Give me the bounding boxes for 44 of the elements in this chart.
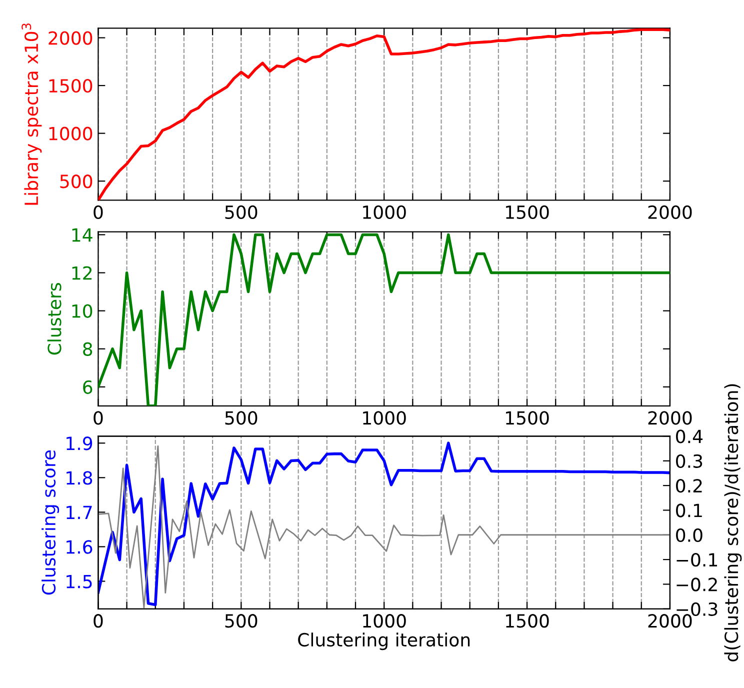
y-axis-title: Clusters [47,283,62,355]
y-tick-label: 1.9 [66,436,92,450]
x-tick-label: 2000 [648,205,692,220]
x-tick-label: 500 [225,614,258,628]
y2-tick-label: 0.3 [676,454,702,468]
x-tick-label: 2000 [648,411,692,425]
x-tick-label: 1500 [506,614,549,628]
y-tick-label: 2000 [48,31,92,45]
y2-tick-label: 0.4 [676,430,703,444]
y-tick-label: 1000 [49,126,92,140]
y-axis-title: Library spectra x10$^{3}$ [22,24,42,205]
y-tick-label: 6 [83,380,92,394]
x-tick-label: 500 [225,411,258,425]
y-tick-label: 8 [83,342,92,356]
x-tick-label: 0 [94,205,103,220]
y2-axis-title: d(Clustering score)/d(iteration) [724,384,742,662]
y-tick-label: 1.5 [66,574,92,588]
y-tick-label: 1.8 [66,471,92,485]
x-tick-label: 500 [225,205,258,220]
x-tick-label: 0 [94,411,103,425]
x-axis-title: Clustering iteration [298,632,470,650]
y-tick-label: 1.7 [66,506,92,520]
y-axis-title: Clustering score [42,450,60,595]
y2-tick-label: −0.1 [676,553,718,567]
line-series [98,28,670,200]
y2-tick-label: −0.2 [676,578,717,592]
y-tick-label: 12 [72,266,92,280]
y-tick-label: 10 [72,304,92,318]
y2-tick-label: −0.3 [676,602,718,616]
line-series [98,233,670,406]
x-tick-label: 1000 [363,411,406,425]
x-tick-label: 0 [94,614,103,628]
y-tick-label: 1.6 [66,540,92,554]
y-tick-label: 500 [60,174,92,188]
x-tick-label: 1500 [506,411,549,425]
y-tick-label: 1500 [49,79,92,93]
y-tick-label: 14 [72,228,92,242]
x-tick-label: 2000 [648,614,692,628]
y2-tick-label: 0.2 [676,478,702,493]
x-tick-label: 1000 [363,205,406,220]
x-tick-label: 1500 [506,205,549,220]
y2-tick-label: 0.0 [676,528,702,542]
x-tick-label: 1000 [363,614,406,628]
y2-tick-label: 0.1 [676,504,702,518]
